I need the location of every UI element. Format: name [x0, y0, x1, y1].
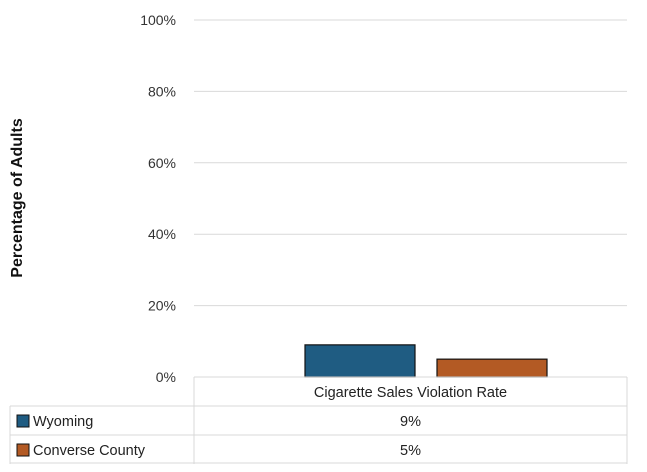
bar-wyoming: [304, 344, 416, 378]
y-tick-label: 100%: [140, 12, 176, 28]
y-tick-label: 40%: [148, 226, 176, 242]
y-tick-label: 20%: [148, 298, 176, 314]
data-table: Cigarette Sales Violation Rate Wyoming 9% C…: [9, 376, 628, 464]
gridlines: [194, 19, 627, 307]
category-label: Cigarette Sales Violation Rate: [314, 385, 507, 401]
legend-label: Converse County: [33, 443, 146, 459]
y-tick-label: 60%: [148, 155, 176, 171]
y-tick-label: 0%: [156, 369, 176, 385]
data-value-label: 9%: [400, 414, 421, 430]
y-tick-labels: 0% 20% 40% 60% 80% 100%: [140, 12, 176, 385]
legend-label: Wyoming: [33, 414, 93, 430]
legend-key-wyoming: [16, 414, 30, 428]
y-tick-label: 80%: [148, 83, 176, 99]
data-value-label: 5%: [400, 443, 421, 459]
y-axis-label: Percentage of Adults: [9, 118, 26, 278]
bar-converse-county: [436, 358, 548, 378]
legend-key-converse-county: [16, 443, 30, 457]
bars: [304, 344, 548, 378]
